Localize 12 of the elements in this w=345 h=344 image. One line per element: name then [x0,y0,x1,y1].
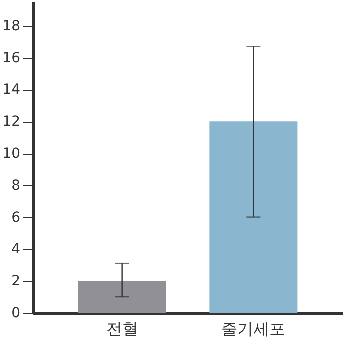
y-tick-label: 0 [12,306,20,322]
y-tick-label: 12 [2,114,20,130]
y-tick-label: 2 [12,274,20,290]
y-tick-label: 18 [2,18,20,34]
y-tick-label: 4 [12,242,21,258]
y-tick-label: 6 [12,210,21,226]
y-tick-label: 14 [2,82,21,98]
y-tick-label: 8 [12,178,20,194]
y-tick-label: 16 [2,50,21,66]
x-tick-label: 전혈 [106,320,138,338]
x-tick-label: 줄기세포 [222,320,286,338]
y-tick-label: 10 [2,146,20,162]
